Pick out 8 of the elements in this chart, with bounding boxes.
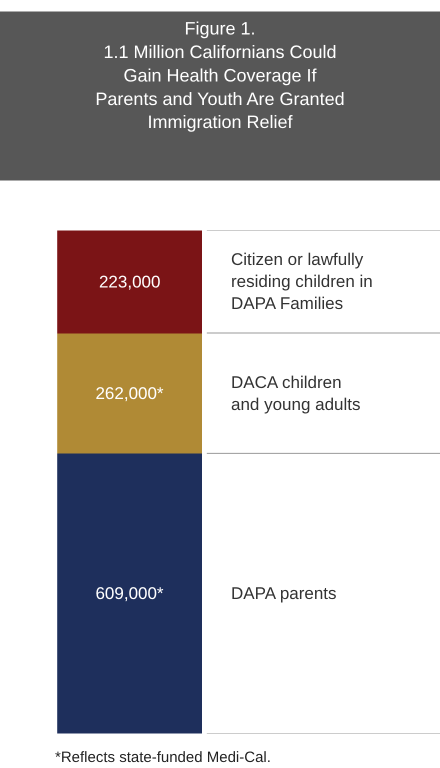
series-label: Citizen or lawfully residing children in DAPA Families: [231, 250, 373, 314]
data-label: 262,000*: [95, 384, 164, 403]
series-label: DACA children and young adults: [231, 373, 360, 414]
chart-title: Figure 1. 1.1 Million Californians Could Gain Health Coverage If Parents and Youth Are Granted Immigration Relief: [95, 18, 345, 132]
data-label: 609,000*: [95, 584, 164, 603]
text: *Reflects state-funded Medi-Cal.: [55, 749, 271, 766]
data-label: 223,000: [98, 272, 160, 292]
series-label: DAPA parents: [231, 584, 337, 603]
